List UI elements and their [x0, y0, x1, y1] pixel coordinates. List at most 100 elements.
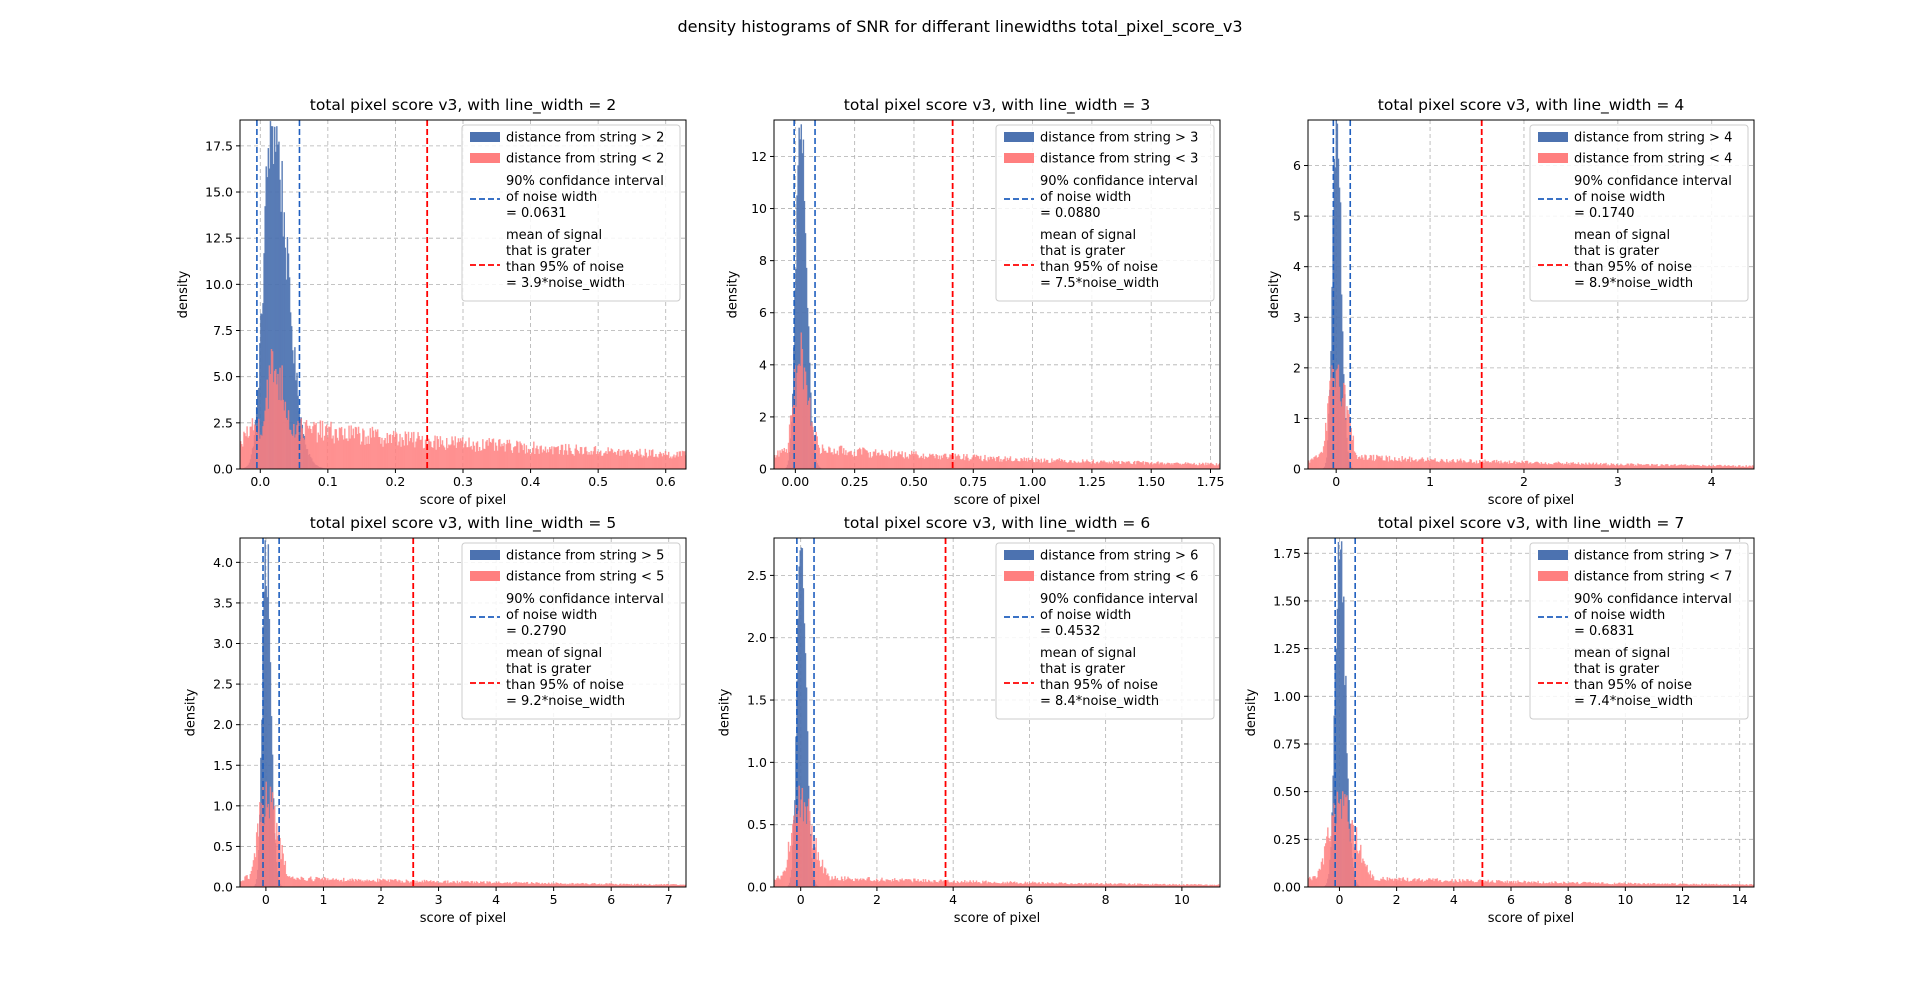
noise-bar — [1334, 167, 1337, 469]
signal-bar — [809, 397, 811, 469]
signal-bar — [1611, 883, 1614, 887]
signal-bar — [854, 878, 857, 887]
noise-bar — [267, 544, 270, 887]
signal-bar — [260, 434, 262, 469]
signal-bar — [875, 878, 878, 887]
signal-bar — [578, 453, 581, 469]
noise-bar — [260, 313, 262, 469]
signal-bar — [919, 880, 921, 887]
signal-bar — [1583, 463, 1585, 469]
signal-bar — [988, 882, 990, 887]
signal-bar — [370, 437, 373, 469]
signal-bar — [591, 454, 593, 469]
signal-bar — [801, 348, 804, 469]
x-tick-label: 0.50 — [900, 474, 928, 489]
signal-bar — [913, 451, 915, 469]
signal-bar — [775, 879, 777, 887]
signal-bar — [385, 880, 387, 887]
signal-bar — [847, 452, 849, 469]
signal-bar — [390, 443, 393, 469]
signal-bar — [419, 439, 421, 469]
signal-bar — [545, 452, 548, 469]
signal-bar — [1561, 883, 1564, 887]
x-axis-label: score of pixel — [420, 911, 507, 926]
signal-bar — [1569, 464, 1571, 469]
signal-bar — [278, 831, 280, 887]
signal-bar — [1435, 461, 1437, 469]
signal-bar — [645, 884, 648, 887]
signal-bar — [1391, 878, 1394, 887]
signal-bar — [494, 442, 497, 469]
signal-bar — [1711, 884, 1713, 887]
legend-swatch-signal — [1538, 153, 1568, 163]
signal-bar — [903, 458, 906, 469]
signal-bar — [954, 882, 956, 887]
signal-bar — [573, 455, 575, 469]
signal-bar — [897, 880, 899, 887]
signal-bar — [1350, 823, 1352, 887]
signal-bar — [253, 853, 256, 887]
signal-bar — [1213, 465, 1216, 469]
signal-bar — [1464, 461, 1466, 469]
signal-bar — [451, 436, 453, 469]
noise-bar — [268, 168, 271, 469]
signal-bar — [1310, 878, 1312, 887]
signal-bar — [576, 883, 579, 887]
signal-bar — [1448, 462, 1450, 469]
signal-bar — [1136, 461, 1138, 469]
signal-bar — [1679, 464, 1682, 469]
noise-bar — [267, 148, 270, 469]
signal-bar — [355, 879, 358, 887]
signal-bar — [272, 809, 275, 887]
signal-bar — [566, 884, 568, 887]
signal-bar — [1121, 883, 1123, 887]
signal-bar — [680, 456, 683, 469]
signal-bar — [1171, 463, 1173, 469]
signal-bar — [1160, 884, 1162, 887]
signal-bar — [893, 451, 896, 469]
signal-bar — [1678, 883, 1681, 887]
signal-bar — [861, 454, 863, 469]
signal-bar — [1593, 464, 1596, 469]
signal-bar — [1539, 882, 1541, 887]
signal-bar — [540, 883, 542, 887]
signal-bar — [283, 864, 285, 887]
signal-bar — [1187, 462, 1189, 469]
signal-bar — [1159, 884, 1161, 887]
signal-bar — [1414, 459, 1416, 469]
signal-bar — [850, 879, 852, 887]
signal-bar — [1514, 460, 1516, 469]
signal-bar — [312, 881, 314, 887]
signal-bar — [352, 428, 355, 469]
signal-bar — [1506, 880, 1509, 887]
signal-bar — [510, 884, 513, 887]
signal-bar — [1418, 878, 1420, 887]
signal-bar — [1110, 883, 1113, 887]
signal-bar — [398, 441, 400, 469]
signal-bar — [473, 445, 476, 469]
x-tick-label: 1.50 — [1137, 474, 1165, 489]
signal-bar — [498, 439, 500, 469]
signal-bar — [1070, 460, 1072, 469]
signal-bar — [1025, 883, 1028, 887]
signal-bar — [346, 438, 348, 469]
signal-bar — [897, 452, 899, 469]
signal-bar — [981, 460, 983, 469]
signal-bar — [956, 881, 959, 887]
signal-bar — [412, 442, 414, 469]
signal-bar — [1725, 884, 1727, 887]
signal-bar — [1447, 880, 1449, 887]
signal-bar — [1662, 884, 1665, 887]
signal-bar — [564, 883, 567, 887]
signal-bar — [366, 443, 368, 469]
signal-bar — [1345, 797, 1347, 887]
legend-label-ci: 90% confidance interval — [506, 592, 664, 607]
noise-bar — [1335, 649, 1338, 887]
signal-bar — [1066, 883, 1068, 887]
signal-bar — [245, 875, 247, 887]
signal-bar — [628, 451, 631, 469]
signal-bar — [402, 440, 404, 469]
signal-bar — [1689, 884, 1691, 887]
